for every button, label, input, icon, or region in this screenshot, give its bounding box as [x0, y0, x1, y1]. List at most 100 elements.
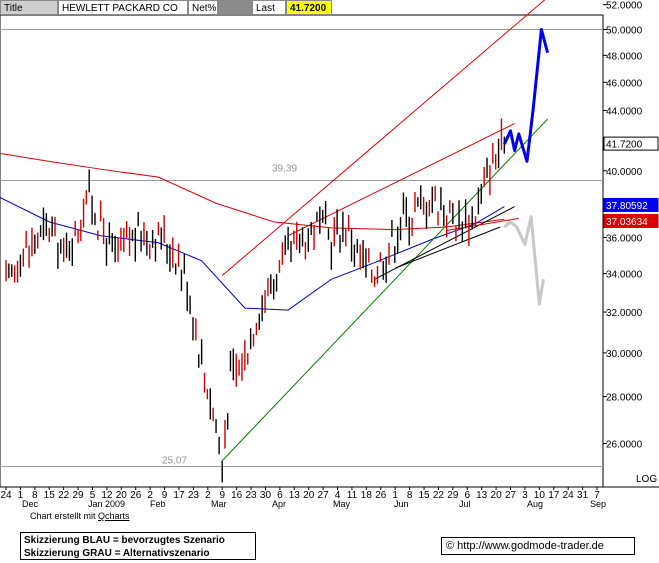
x-tick-label: 16	[231, 490, 243, 501]
x-tick-label: 11	[347, 490, 358, 501]
x-tick-label: 23	[188, 490, 200, 501]
x-tick-label: 7	[594, 490, 600, 501]
x-tick-label: 15	[418, 490, 430, 501]
trendline-5	[446, 217, 519, 231]
x-month-label: Sep	[590, 499, 606, 509]
scenario-blue-line	[502, 28, 550, 163]
y-tick-label: 28.0000	[606, 393, 643, 404]
x-tick-label: 3	[522, 490, 528, 501]
y-tick-label: 44.0000	[606, 106, 643, 117]
trendline-1	[221, 0, 546, 276]
price-tag-box	[603, 136, 659, 151]
moving-average-0	[0, 152, 505, 231]
x-month-label: Jun	[394, 499, 409, 509]
x-tick-label: 29	[447, 490, 459, 501]
moving-averages	[0, 152, 505, 311]
x-tick-label: 9	[162, 490, 168, 501]
x-tick-label: 27	[318, 490, 330, 501]
x-tick-label: 26	[130, 490, 142, 501]
x-tick-label: 4	[335, 490, 341, 501]
x-tick-label: 2	[205, 490, 211, 501]
trendline-4	[395, 226, 501, 269]
moving-average-1	[0, 196, 505, 311]
x-tick-label: 17	[173, 490, 185, 501]
y-tick-label: 48.0000	[606, 51, 643, 62]
x-month-label: Apr	[272, 499, 286, 509]
x-tick-label: 9	[219, 490, 225, 501]
x-tick-label: 20	[116, 490, 128, 501]
x-tick-label: 27	[505, 490, 517, 501]
x-month-label: May	[333, 499, 351, 509]
x-tick-label: 15	[44, 490, 56, 501]
x-tick-label: 26	[375, 490, 387, 501]
level-label-0: 39,39	[272, 164, 297, 175]
x-tick-label: 12	[101, 490, 113, 501]
copyright-link[interactable]: © http://www.godmode-trader.de	[441, 537, 635, 555]
x-month-label: Dec	[22, 499, 39, 509]
y-tick-label: 34.0000	[606, 270, 643, 281]
price-bars	[5, 118, 506, 483]
horizontal-levels: 39,39 25,07	[0, 29, 603, 468]
header-title-cell: Title	[0, 0, 58, 15]
price-tag-box	[603, 214, 659, 229]
x-tick-label: 13	[289, 490, 301, 501]
price-tag-label: 37.03634	[606, 217, 648, 228]
x-tick-label: 6	[464, 490, 470, 501]
x-tick-label: 10	[534, 490, 546, 501]
x-month-label: Aug	[527, 499, 543, 509]
y-tick-label: 46.0000	[606, 78, 643, 89]
x-tick-label: 20	[303, 490, 315, 501]
y-tick-label: 36.0000	[606, 233, 643, 244]
y-tick-label: 52.0000	[606, 1, 643, 12]
x-month-label: Jul	[459, 499, 471, 509]
price-tag-box	[603, 197, 659, 212]
scale-mode-label[interactable]: LOG	[636, 474, 658, 485]
x-tick-label: 23	[245, 490, 257, 501]
trendlines	[221, 0, 548, 462]
scenario-sketches	[502, 28, 550, 306]
x-axis: 24 1 8 15 22 29 5 12 20 26 2 9 17 23 2 9 16 23 30 6 13 20 27 4 1…	[0, 487, 606, 509]
plot-frame	[0, 14, 659, 488]
x-tick-label: 1	[392, 490, 398, 501]
x-tick-label: 6	[277, 490, 283, 501]
y-tick-label: 32.0000	[606, 308, 643, 319]
x-tick-label: 22	[58, 490, 70, 501]
price-tags: 41.7200 37.80592 37.03634	[603, 136, 659, 229]
x-tick-label: 2	[147, 490, 153, 501]
scenario-gray-line	[503, 215, 545, 306]
y-tick-label: 40.0000	[606, 167, 643, 178]
x-tick-label: 13	[476, 490, 488, 501]
last-price-label: Last	[252, 0, 286, 15]
instrument-name: HEWLETT PACKARD CO	[58, 0, 188, 15]
x-tick-label: 5	[90, 490, 96, 501]
y-tick-label: 30.0000	[606, 349, 643, 360]
net-percent-label: Net%	[188, 0, 218, 15]
y-tick-label: 26.0000	[606, 440, 643, 451]
level-label-1: 25,07	[162, 456, 187, 467]
x-tick-label: 8	[32, 490, 38, 501]
x-tick-label: 1	[18, 490, 24, 501]
x-tick-label: 24	[563, 490, 575, 501]
chart-credit: Chart erstellt mit Qcharts	[30, 511, 130, 521]
x-tick-label: 31	[577, 490, 589, 501]
x-tick-label: 30	[260, 490, 272, 501]
last-price-value: 41.7200	[286, 0, 332, 15]
y-tick-label: 50.0000	[606, 26, 643, 37]
scenario-legend: Skizzierung BLAU = bevorzugtes Szenario …	[20, 532, 256, 560]
price-tag-label: 41.7200	[606, 140, 643, 151]
x-tick-label: 18	[361, 490, 373, 501]
x-month-label: Jan 2009	[88, 499, 125, 509]
credit-prefix: Chart erstellt mit	[30, 511, 99, 521]
net-percent-value	[218, 0, 252, 15]
x-month-label: Feb	[150, 499, 166, 509]
x-tick-label: 29	[73, 490, 85, 501]
x-tick-label: 17	[548, 490, 560, 501]
legend-blue-scenario: Skizzierung BLAU = bevorzugtes Szenario	[24, 535, 225, 546]
qcharts-link[interactable]: Qcharts	[98, 511, 130, 521]
x-tick-label: 24	[0, 490, 12, 501]
plot-border	[0, 14, 604, 488]
legend-gray-scenario: Skizzierung GRAU = Alternativszenario	[24, 548, 210, 559]
x-tick-label: 8	[407, 490, 413, 501]
x-tick-label: 22	[433, 490, 445, 501]
